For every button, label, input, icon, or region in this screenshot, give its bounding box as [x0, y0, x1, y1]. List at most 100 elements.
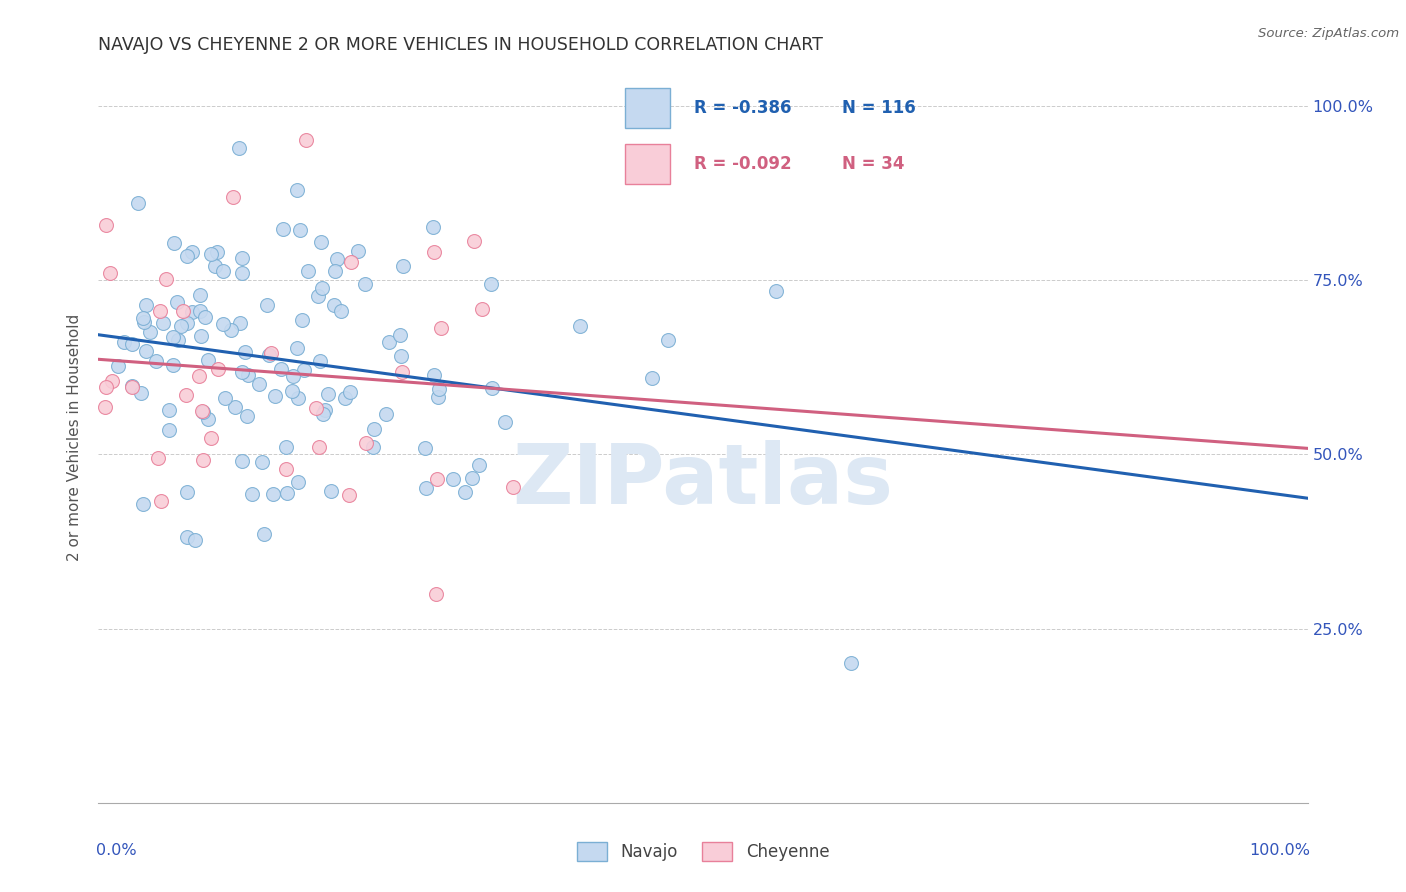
Point	[107, 359, 129, 374]
FancyBboxPatch shape	[626, 87, 671, 128]
Point	[200, 247, 222, 261]
Point	[307, 289, 329, 303]
Point	[181, 244, 204, 259]
Point	[236, 368, 259, 382]
Point	[329, 304, 352, 318]
Point	[190, 329, 212, 343]
Point	[363, 440, 385, 454]
Point	[176, 249, 198, 263]
Point	[222, 190, 245, 204]
Point	[309, 354, 332, 368]
Point	[145, 354, 167, 368]
Point	[288, 223, 311, 237]
Point	[149, 303, 172, 318]
Point	[127, 195, 149, 210]
Point	[285, 183, 308, 197]
Point	[568, 318, 591, 333]
Point	[166, 295, 188, 310]
Point	[415, 481, 437, 495]
Point	[176, 530, 198, 544]
Point	[231, 252, 253, 266]
Point	[479, 277, 502, 291]
Point	[378, 334, 401, 349]
Point	[257, 348, 280, 362]
Point	[129, 386, 152, 401]
Point	[148, 450, 170, 465]
Text: ZIPatlas: ZIPatlas	[513, 441, 893, 522]
Point	[184, 533, 207, 547]
Point	[100, 266, 122, 280]
Point	[256, 298, 278, 312]
Point	[471, 301, 494, 316]
Point	[135, 343, 157, 358]
Point	[94, 380, 117, 394]
Point	[321, 484, 343, 499]
Point	[205, 245, 228, 260]
Y-axis label: 2 or more Vehicles in Household: 2 or more Vehicles in Household	[67, 313, 83, 561]
Point	[188, 369, 211, 384]
Point	[94, 400, 117, 414]
Point	[172, 303, 194, 318]
Point	[311, 235, 333, 249]
Point	[260, 346, 283, 360]
Point	[101, 374, 124, 388]
Point	[354, 277, 377, 291]
Text: R = -0.386: R = -0.386	[695, 99, 792, 117]
Point	[283, 369, 305, 384]
Point	[271, 222, 294, 236]
Point	[441, 471, 464, 485]
Point	[354, 435, 377, 450]
Text: Source: ZipAtlas.com: Source: ZipAtlas.com	[1258, 27, 1399, 40]
Point	[163, 236, 186, 251]
Point	[423, 368, 446, 382]
Point	[121, 379, 143, 393]
Point	[132, 497, 155, 511]
Legend: Navajo, Cheyenne: Navajo, Cheyenne	[569, 835, 837, 868]
Point	[233, 345, 256, 359]
Point	[323, 264, 346, 278]
Point	[413, 441, 436, 455]
Point	[657, 333, 679, 347]
Point	[121, 380, 143, 394]
Point	[494, 415, 516, 429]
Point	[292, 363, 315, 377]
Point	[276, 485, 298, 500]
Point	[347, 244, 370, 258]
Point	[502, 480, 524, 494]
Point	[190, 404, 212, 418]
Point	[839, 657, 862, 671]
Text: 100.0%: 100.0%	[1249, 843, 1310, 858]
Point	[308, 440, 330, 454]
FancyBboxPatch shape	[626, 145, 671, 185]
Point	[429, 321, 451, 335]
Point	[176, 316, 198, 330]
Point	[314, 402, 336, 417]
Point	[176, 388, 198, 402]
Point	[339, 254, 361, 268]
Point	[264, 389, 287, 403]
Point	[138, 325, 160, 339]
Point	[270, 362, 292, 376]
Point	[197, 353, 219, 368]
Point	[326, 252, 349, 267]
Point	[765, 284, 787, 298]
Point	[425, 587, 447, 601]
Point	[253, 527, 276, 541]
Point	[162, 330, 184, 344]
Point	[641, 370, 664, 384]
Point	[211, 317, 233, 331]
Point	[454, 484, 477, 499]
Point	[287, 475, 309, 489]
Point	[467, 458, 489, 472]
Point	[333, 391, 356, 405]
Point	[135, 298, 157, 312]
Point	[287, 391, 309, 405]
Point	[363, 422, 385, 436]
Point	[427, 390, 450, 404]
Point	[305, 401, 328, 415]
Point	[207, 361, 229, 376]
Point	[167, 334, 190, 348]
Point	[191, 405, 214, 419]
Point	[231, 266, 253, 280]
Point	[170, 318, 193, 333]
